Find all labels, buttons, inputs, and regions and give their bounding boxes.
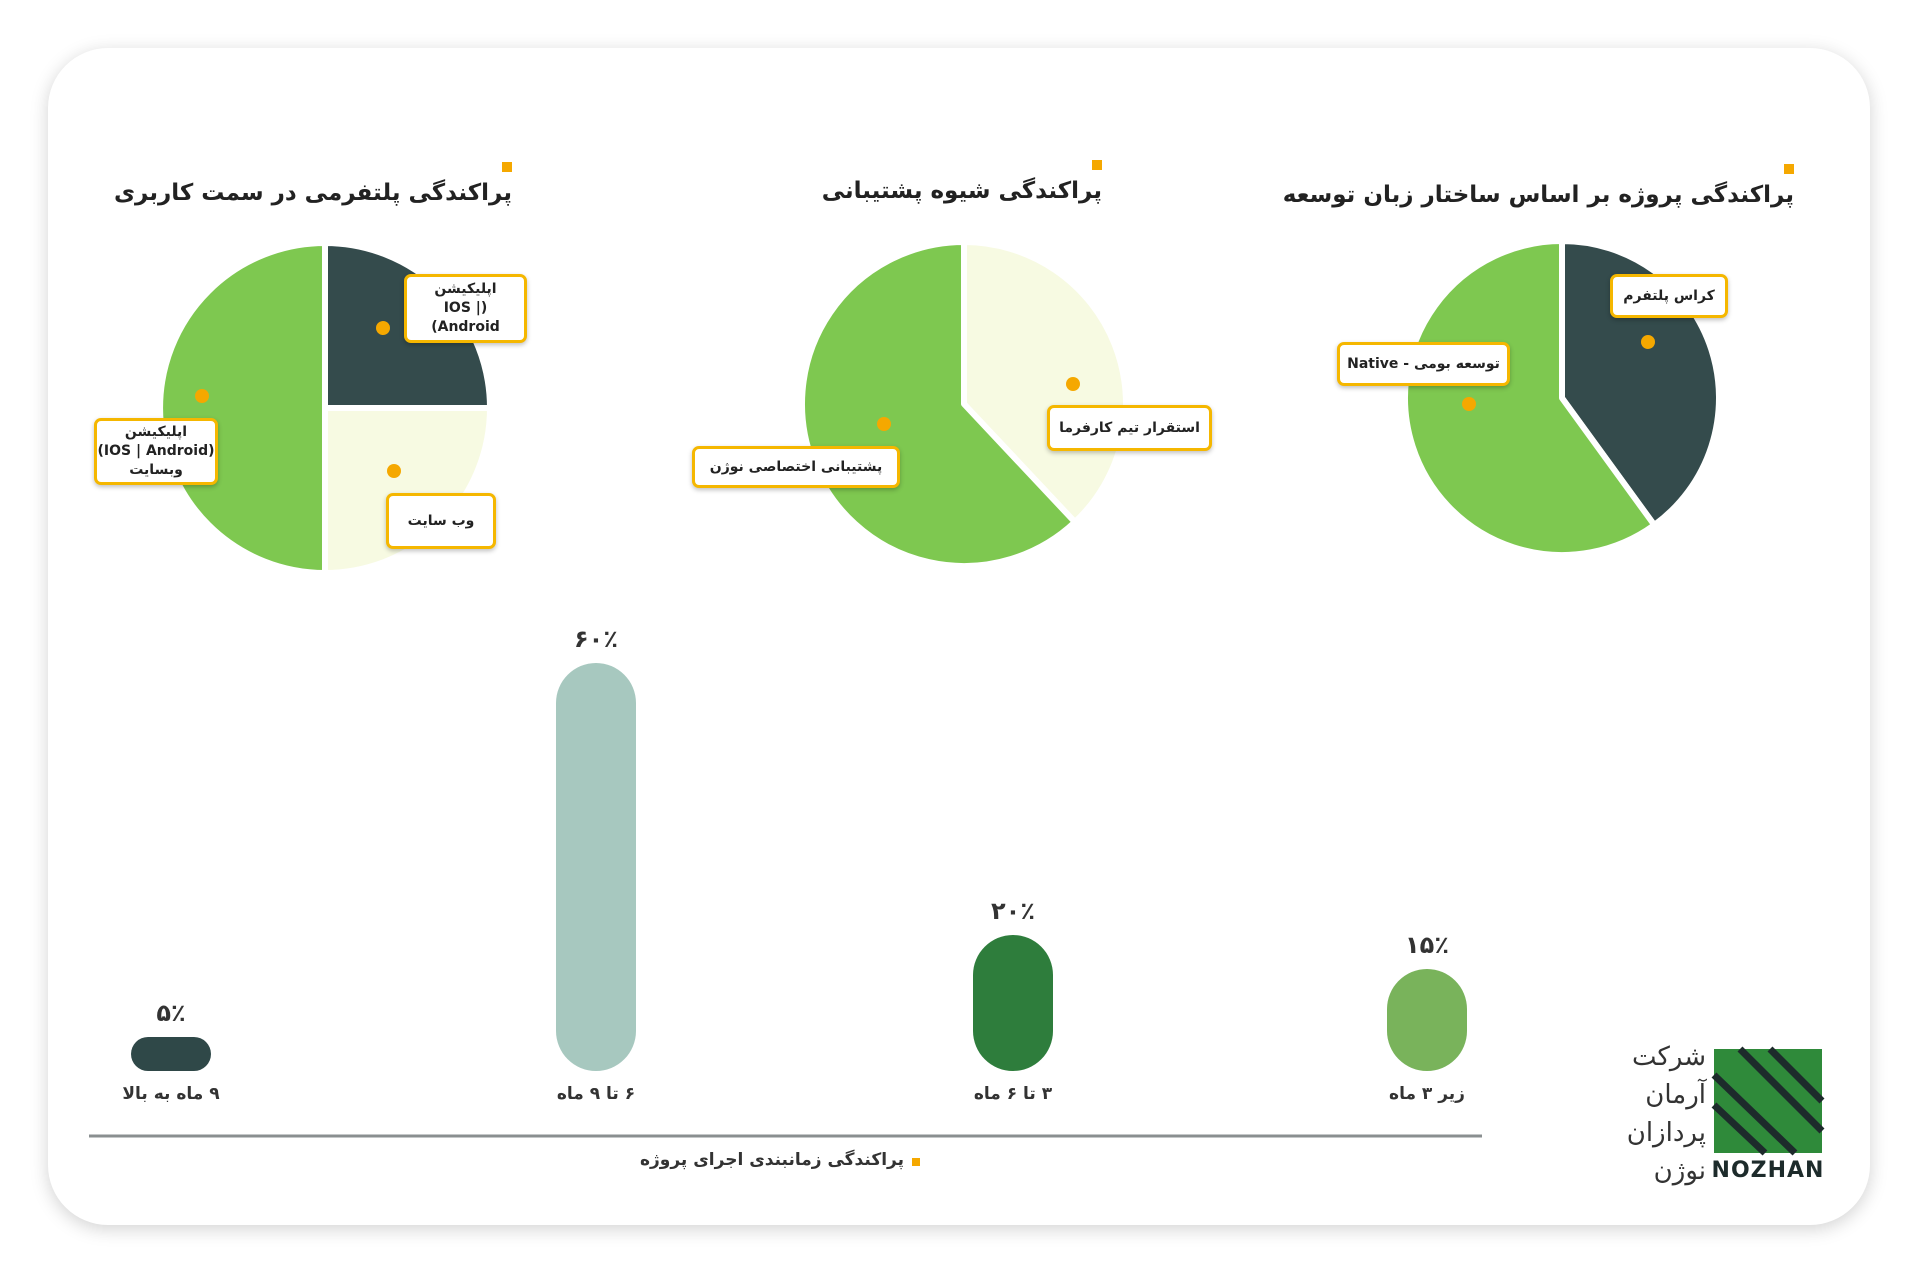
title-marker [1092,160,1102,170]
category-label: ۹ ماه به بالا [122,1084,220,1104]
logo-text: پردازان [1626,1118,1706,1148]
label-dot [387,464,401,478]
label-dot [1641,335,1655,349]
category-label: زیر ۳ ماه [1389,1084,1465,1104]
title-marker [912,1158,920,1166]
slice-label: کراس پلتفرم [1610,274,1728,318]
value-label: ۱۵٪ [1405,931,1449,959]
logo-text: نوژن [1653,1156,1706,1186]
value-label: ۶۰٪ [574,625,618,653]
title-marker [502,162,512,172]
title-marker [1784,164,1794,174]
label-dot [376,321,390,335]
chart-title: پراکندگی زمانبندی اجرای پروژه [639,1150,904,1170]
label-dot [877,417,891,431]
chart-title: پراکندگی پلتفرمی در سمت کاربری [113,180,512,206]
pie-slice [961,239,1129,526]
label-dot [1066,377,1080,391]
slice-label: اپلیکیشن (IOS | Android) [404,274,527,343]
category-label: ۳ تا ۶ ماه [973,1084,1053,1104]
chart-title: پراکندگی شیوه پشتیبانی [821,178,1102,204]
bar [131,1037,211,1071]
pie-slice [157,240,328,576]
logo-square [1714,1049,1822,1153]
slice-label: پشتیبانی اختصاصی نوژن [692,446,900,488]
slice-label: اپلیکیشن (IOS | Android) وبسایت [94,418,218,485]
category-label: ۶ تا ۹ ماه [556,1084,636,1104]
logo-brand: NOZHAN [1711,1158,1825,1183]
logo-stripe [1711,1102,1768,1156]
logo-stripe [1711,1072,1798,1156]
value-label: ۵٪ [156,999,186,1027]
logo-stripe [1737,1046,1825,1134]
slice-label: توسعه بومی - Native [1337,342,1510,386]
bar [556,663,636,1071]
slice-label: وب سایت [386,493,496,549]
value-label: ۲۰٪ [991,897,1035,925]
pie-slice [1402,238,1658,558]
label-dot [195,389,209,403]
bar [1387,969,1467,1071]
logo-text: شرکت [1631,1042,1706,1072]
logo-text: آرمان [1645,1080,1706,1110]
label-dot [1462,397,1476,411]
slice-label: استقرار تیم کارفرما [1047,405,1212,451]
chart-title: پراکندگی پروژه بر اساس ساختار زبان توسعه [1282,182,1794,208]
bar [973,935,1053,1071]
logo-stripe [1767,1046,1825,1104]
